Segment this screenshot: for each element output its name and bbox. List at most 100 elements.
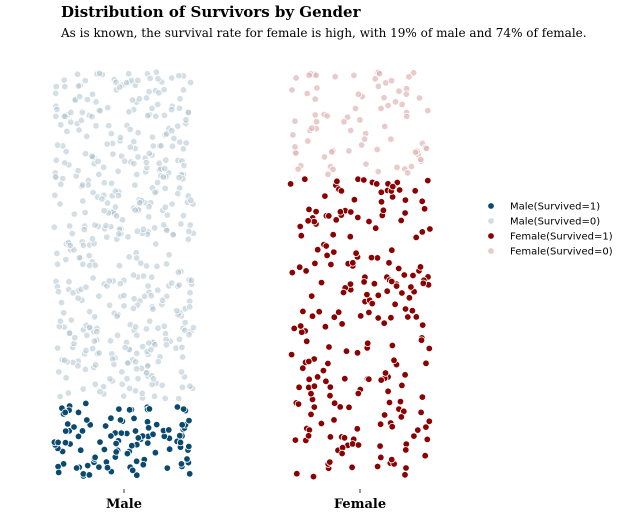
point-male-survived-0 [74,294,82,302]
point-female-survived-0 [345,147,353,155]
legend-label-male-survived-0: Male(Survived=0) [510,217,600,228]
point-male-survived-0 [62,147,70,156]
point-female-survived-1 [323,251,331,260]
point-male-survived-1 [144,424,153,432]
point-male-survived-0 [81,365,90,374]
point-female-survived-1 [330,313,338,321]
point-female-survived-1 [304,217,312,225]
point-male-survived-0 [175,335,184,343]
point-female-survived-1 [294,400,303,408]
point-male-survived-0 [91,261,99,269]
point-male-survived-0 [154,324,162,332]
point-female-survived-1 [303,337,311,345]
point-female-survived-1 [348,440,357,448]
point-female-survived-0 [403,112,411,121]
point-female-survived-1 [412,313,420,321]
point-male-survived-0 [159,173,167,181]
point-female-survived-1 [374,314,382,322]
point-female-survived-0 [308,124,316,132]
point-male-survived-0 [89,274,97,282]
point-male-survived-0 [60,309,68,317]
point-male-survived-0 [113,312,121,320]
point-female-survived-0 [403,169,412,177]
point-male-survived-0 [142,262,151,270]
point-male-survived-0 [142,325,151,333]
point-female-survived-1 [288,268,296,277]
point-female-survived-0 [324,170,332,178]
point-male-survived-0 [142,369,151,377]
point-female-survived-1 [308,292,316,300]
point-male-survived-0 [103,199,112,207]
point-male-survived-0 [106,375,114,383]
point-male-survived-0 [184,235,192,244]
point-female-survived-1 [296,263,304,271]
point-male-survived-0 [170,134,178,143]
point-male-survived-1 [132,457,141,465]
point-female-survived-1 [422,359,430,367]
point-male-survived-0 [126,143,135,151]
point-male-survived-1 [151,449,160,457]
point-male-survived-1 [107,432,115,440]
point-female-survived-1 [307,410,315,419]
point-male-survived-1 [95,463,103,471]
point-male-survived-0 [182,116,190,124]
point-female-survived-1 [326,392,334,400]
point-male-survived-0 [186,78,195,87]
point-male-survived-0 [122,78,131,87]
point-male-survived-0 [128,96,137,104]
point-male-survived-0 [118,380,126,388]
point-male-survived-0 [177,220,185,228]
point-male-survived-1 [152,420,161,429]
point-female-survived-1 [345,403,353,411]
point-male-survived-1 [183,455,191,463]
point-female-survived-0 [391,98,400,106]
point-female-survived-1 [402,446,410,454]
legend-item-female-survived-1: Female(Survived=1) [487,232,613,243]
point-female-survived-1 [360,176,368,184]
point-female-survived-1 [405,294,414,302]
point-female-survived-0 [356,116,364,124]
point-female-survived-1 [330,248,338,256]
point-male-survived-0 [125,384,134,393]
point-female-survived-1 [302,267,310,275]
point-female-survived-1 [357,312,365,320]
point-female-survived-1 [389,182,397,191]
point-male-survived-0 [147,346,155,354]
point-male-survived-0 [185,303,194,311]
point-male-survived-0 [168,126,176,135]
point-female-survived-1 [365,308,373,317]
point-female-survived-1 [333,177,341,185]
point-male-survived-1 [103,464,112,472]
point-male-survived-0 [57,121,65,129]
point-male-survived-0 [149,305,157,313]
point-male-survived-0 [144,213,153,221]
point-male-survived-0 [81,76,89,85]
point-male-survived-1 [83,416,91,424]
point-male-survived-0 [53,260,62,268]
point-male-survived-1 [143,418,152,426]
point-male-survived-0 [138,389,146,397]
point-male-survived-1 [165,445,174,453]
point-female-survived-0 [362,160,370,168]
point-male-survived-1 [82,399,90,408]
legend-label-female-survived-1: Female(Survived=1) [510,232,613,243]
point-female-survived-1 [401,471,409,479]
point-male-survived-0 [120,302,128,310]
point-male-survived-0 [151,188,159,197]
point-female-survived-1 [390,356,398,364]
point-female-survived-1 [326,458,334,466]
point-male-survived-0 [161,394,169,403]
point-female-survived-0 [291,143,299,151]
point-female-survived-0 [354,90,363,98]
point-female-survived-1 [380,319,388,327]
point-female-survived-1 [311,259,319,268]
point-male-survived-0 [134,76,142,85]
point-female-survived-1 [377,188,385,196]
point-male-survived-0 [64,389,72,397]
point-female-survived-0 [328,148,336,156]
point-male-survived-0 [115,262,124,270]
point-male-survived-0 [85,323,94,332]
point-female-survived-1 [410,432,418,440]
point-male-survived-0 [157,142,165,150]
point-male-survived-0 [123,375,131,383]
